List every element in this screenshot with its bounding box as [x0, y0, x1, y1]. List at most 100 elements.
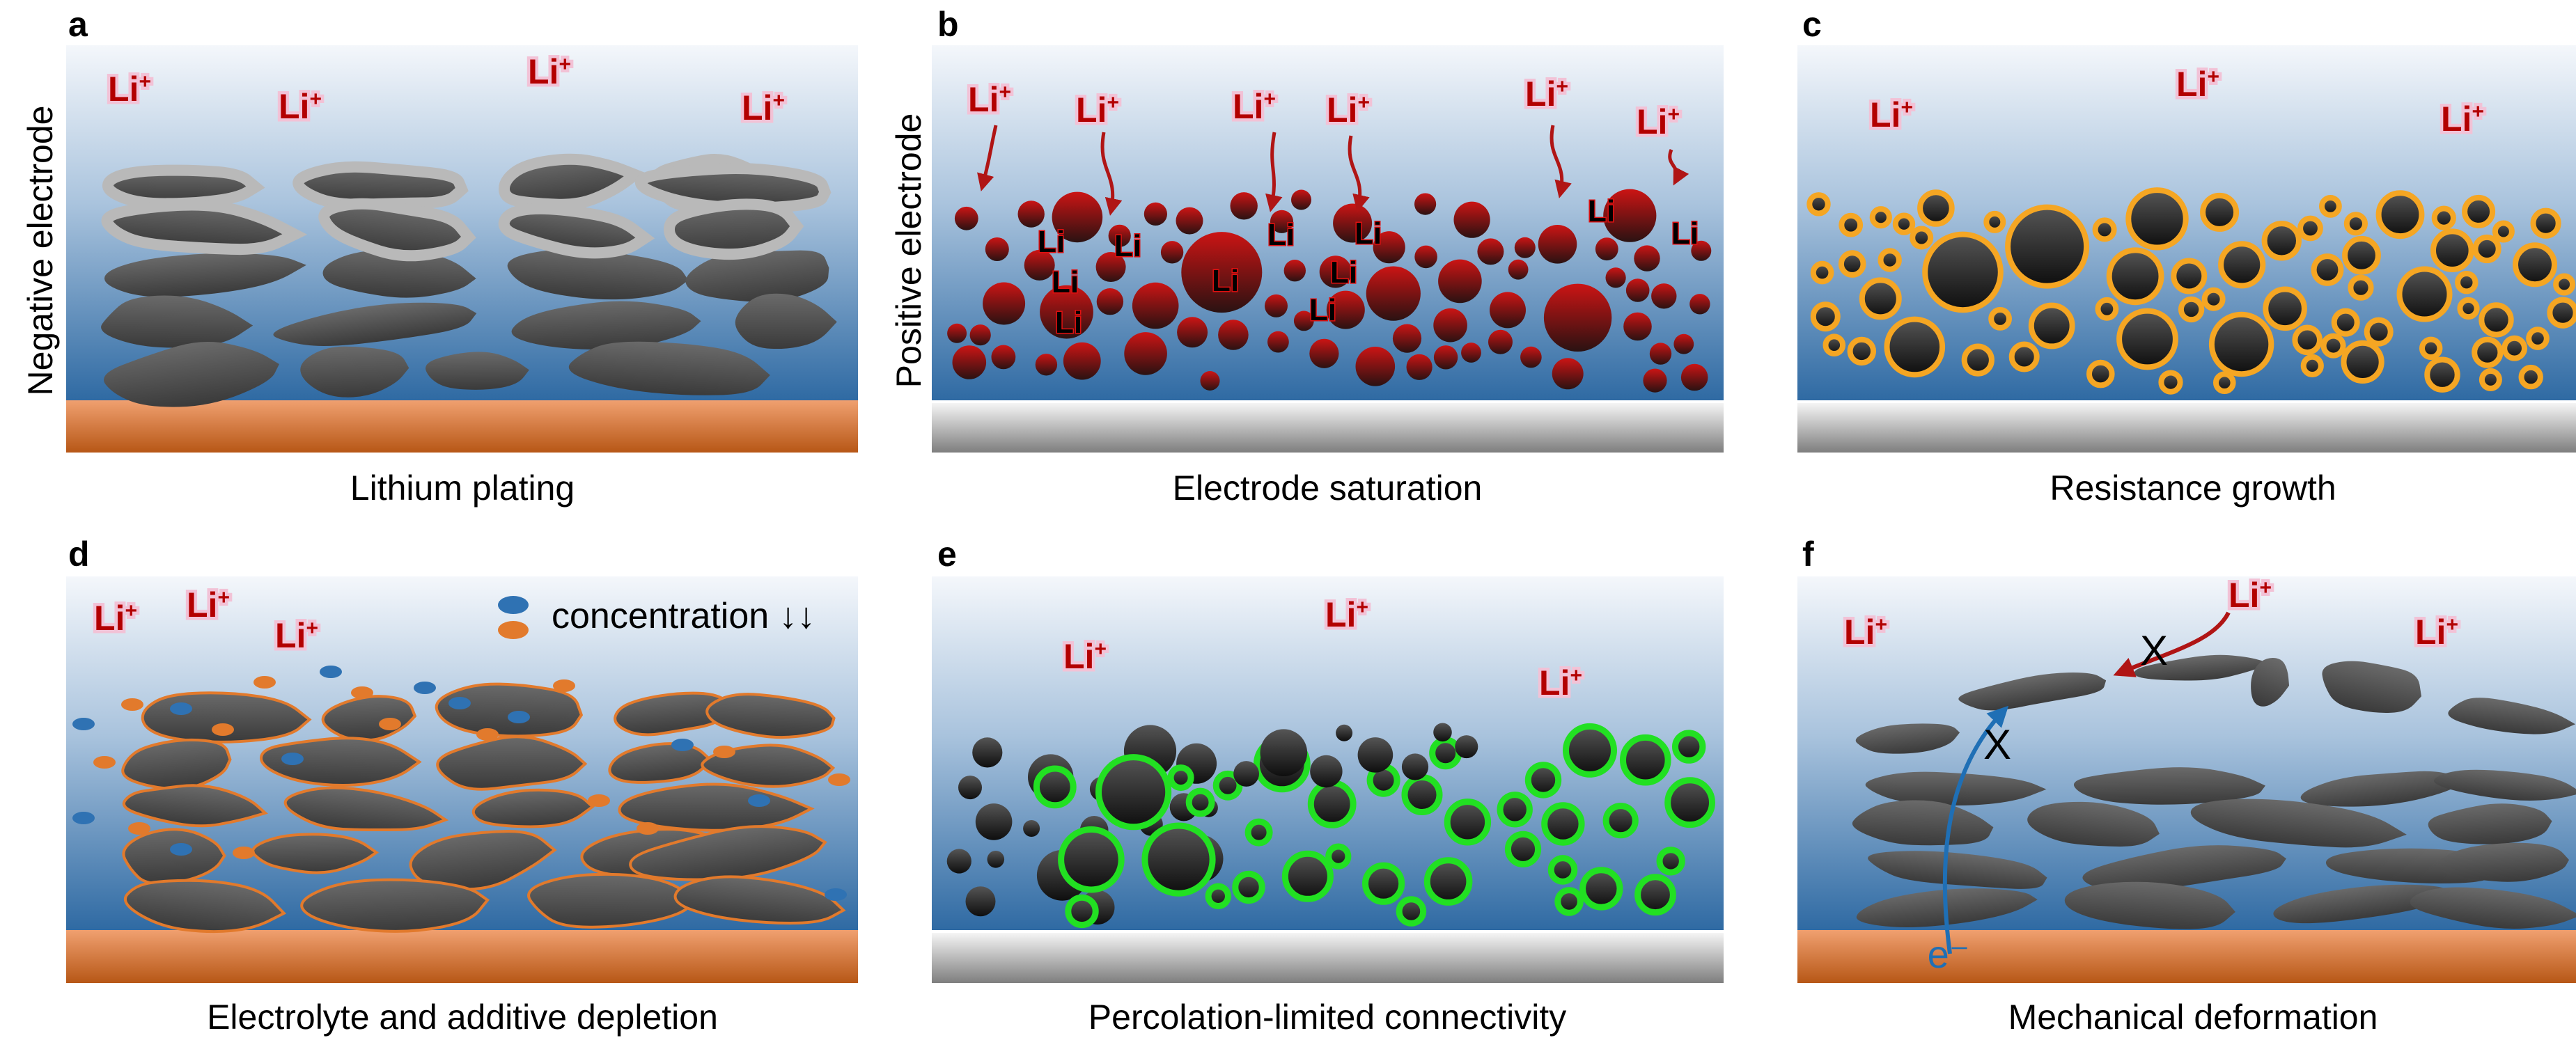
saturated-particle: [1392, 324, 1422, 353]
sei-coated-particle: [2311, 253, 2344, 286]
plated-li-mark: Li: [1588, 194, 1615, 228]
sei-coated-particle: [2472, 234, 2501, 264]
anion-orange: [212, 723, 234, 736]
saturated-particle: [1649, 343, 1672, 365]
coated-flake: [705, 693, 836, 739]
connected-particle: [1167, 764, 1194, 792]
panel-letter-c: c: [1802, 5, 1822, 44]
coated-flake: [251, 833, 379, 874]
graphite-flake: [104, 253, 306, 297]
saturated-particle: [1035, 354, 1058, 376]
coated-flake: [527, 872, 698, 929]
coated-flake: [260, 737, 422, 787]
sei-coated-particle: [2028, 302, 2075, 349]
anion-blue: [448, 697, 471, 709]
sei-coated-particle: [2343, 212, 2368, 236]
plated-graphite-flake: [102, 164, 265, 210]
sei-coated-particle: [2553, 273, 2576, 296]
isolated-particle: [958, 776, 982, 800]
sei-coated-particle: [2341, 340, 2384, 384]
li-insertion-arrow: [1668, 149, 1689, 186]
cracked-flake: [2082, 845, 2286, 892]
li-ion-label: Li+: [1539, 663, 1582, 702]
sei-coated-particle: [2455, 271, 2479, 294]
saturated-particle: [1508, 259, 1529, 280]
saturated-particle: [1355, 347, 1396, 386]
coated-flake: [701, 744, 836, 788]
saturated-particle: [1309, 338, 1339, 368]
coated-flake: [435, 682, 584, 738]
sei-coated-particle: [1892, 212, 1916, 235]
plated-li-mark: Li: [1114, 229, 1141, 263]
saturated-particle: [1095, 252, 1126, 282]
saturated-particle: [1108, 224, 1131, 247]
saturated-particle: [1680, 363, 1708, 391]
fractured-flake: [2251, 658, 2290, 707]
panel-letter-d: d: [68, 535, 90, 574]
connected-particle: [1620, 734, 1671, 786]
sei-coated-particle: [2472, 336, 2504, 368]
sei-coated-particle: [1810, 260, 1834, 285]
isolated-particle: [972, 737, 1003, 768]
saturated-particle: [1543, 283, 1612, 352]
saturated-particle: [1265, 294, 1288, 317]
saturated-particle: [983, 282, 1026, 325]
sei-coated-particle: [2092, 217, 2117, 242]
coated-flake: [283, 786, 449, 832]
saturated-particle: [1488, 329, 1513, 354]
li-ion-label: Li+: [2228, 576, 2272, 615]
coated-flake: [436, 735, 588, 791]
sei-coated-particle: [1922, 231, 2004, 313]
saturated-particle: [1132, 282, 1179, 329]
plated-graphite-flake: [634, 163, 832, 214]
panel-d-particles: [72, 666, 850, 934]
anion-orange: [128, 822, 150, 835]
saturated-particle: [1477, 238, 1504, 265]
anion-orange: [588, 794, 610, 807]
blocked-electron-path: X e⁻: [1928, 705, 2011, 976]
sei-coated-particle: [2125, 187, 2189, 251]
caption-a: Lithium plating: [350, 469, 575, 508]
panel-letter-b: b: [937, 5, 959, 44]
sei-coated-particle: [1869, 206, 1892, 229]
anion-orange: [253, 676, 276, 689]
saturated-particle: [1605, 267, 1626, 288]
connected-particle: [1554, 887, 1584, 916]
sei-coated-particle: [1839, 212, 1864, 237]
sei-coated-particle: [2348, 274, 2374, 301]
saturated-particle: [1283, 260, 1306, 282]
fractured-flake: [1958, 673, 2107, 711]
sei-coated-particle: [1838, 250, 1866, 278]
saturated-particle: [1333, 203, 1373, 243]
saturated-particle: [1024, 249, 1055, 281]
connected-particle: [1656, 847, 1685, 876]
caption-b: Electrode saturation: [1173, 469, 1483, 508]
sei-coated-particle: [2005, 204, 2090, 289]
cracked-flake: [2437, 842, 2570, 882]
anion-orange: [233, 847, 255, 859]
saturated-particle: [1595, 237, 1618, 261]
cracked-flake: [2273, 884, 2456, 924]
saturated-particle: [1124, 332, 1167, 375]
graphite-flake: [104, 342, 279, 407]
graphite-flake: [511, 301, 701, 350]
plated-graphite-flake: [292, 161, 469, 210]
sei-coated-particle: [2300, 354, 2324, 378]
saturated-particle: [1538, 225, 1577, 264]
connected-particle: [1672, 730, 1706, 764]
saturated-particle: [1651, 283, 1677, 309]
saturated-particle: [947, 323, 967, 343]
sei-coated-particle: [2513, 242, 2557, 288]
connected-particle: [1244, 818, 1273, 847]
graphite-flake: [735, 293, 837, 349]
sei-coated-particle: [2178, 296, 2205, 323]
sei-coated-particle: [2331, 308, 2360, 337]
cracked-flake: [2428, 803, 2552, 844]
connected-particle: [1563, 723, 1617, 778]
sei-coated-particle: [2492, 220, 2515, 243]
saturated-particle: [1293, 310, 1314, 331]
coated-flake: [409, 830, 557, 891]
fractured-flake: [2134, 654, 2272, 681]
coated-flake: [123, 879, 287, 934]
